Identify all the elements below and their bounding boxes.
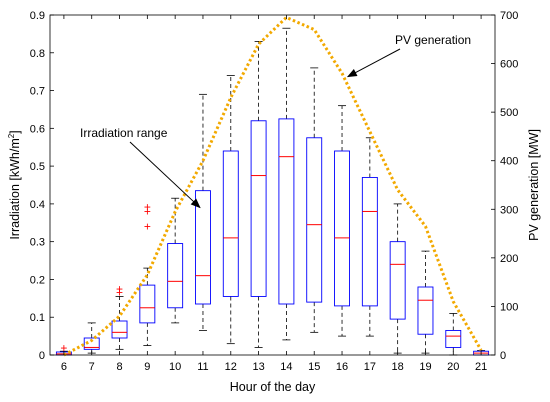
y-left-tick-label: 0.3 [30, 237, 45, 249]
box-hour-14 [278, 27, 295, 341]
box-iqr [389, 241, 406, 320]
annotation-pv-generation: PV generation [395, 33, 471, 47]
x-tick-label: 19 [419, 361, 431, 373]
box-hour-18 [389, 203, 406, 354]
x-tick-label: 13 [252, 361, 264, 373]
box-iqr [139, 284, 156, 324]
y-right-tick-label: 600 [500, 59, 518, 71]
y-left-tick-label: 0.4 [30, 199, 45, 211]
y-right-tick-label: 700 [500, 10, 518, 22]
box-iqr [361, 176, 378, 307]
box-iqr [167, 243, 184, 309]
y-left-tick-label: 0.9 [30, 10, 45, 22]
x-tick-label: 16 [336, 361, 348, 373]
x-tick-label: 6 [61, 361, 67, 373]
annotation-arrow-pv [346, 48, 401, 78]
y-axis-left-label: Irradiation [kWh/m2] [7, 130, 22, 239]
annotations-layer: PV generation Irradiation range [80, 33, 471, 209]
box-hour-17 [361, 137, 378, 337]
box-hour-12 [222, 75, 239, 345]
annotation-arrow-irradiation [129, 141, 201, 209]
ticks-layer: 6 7 8 9 10 11 12 13 14 15 16 17 18 19 20 21 0 0.1 0.2 0.3 0.… [30, 10, 519, 373]
y-left-tick-label: 0.1 [30, 312, 45, 324]
x-tick-label: 9 [144, 361, 150, 373]
box-iqr [195, 190, 211, 305]
y-left-tick-label: 0.5 [30, 161, 45, 173]
x-tick-label: 17 [364, 361, 376, 373]
y-left-label-superscript: 2 [7, 133, 16, 138]
outlier-marker: + [144, 204, 151, 218]
plot-frame [49, 14, 496, 356]
x-tick-label: 10 [169, 361, 181, 373]
pv-generation-line [63, 15, 483, 357]
x-tick-label: 14 [280, 361, 292, 373]
annotation-irradiation-range: Irradiation range [80, 126, 168, 140]
box-hour-20 [445, 313, 462, 356]
y-left-label-suffix: ] [8, 130, 22, 133]
y-left-tick-label: 0.6 [30, 123, 45, 135]
box-iqr [278, 118, 295, 305]
box-hour-19 [417, 250, 434, 354]
outlier-marker: + [116, 282, 123, 296]
box-hour-9 [139, 267, 156, 346]
box-iqr [417, 286, 434, 335]
outlier-marker: + [144, 200, 151, 214]
boxplot-layer [55, 27, 490, 356]
x-tick-label: 7 [89, 361, 95, 373]
x-tick-label: 18 [392, 361, 404, 373]
y-left-tick-label: 0.7 [30, 86, 45, 98]
box-hour-7 [83, 322, 100, 354]
box-iqr [222, 150, 239, 297]
y-right-tick-label: 300 [500, 204, 518, 216]
y-axis-right-label: PV generation [MW] [527, 129, 541, 241]
box-iqr [111, 320, 128, 339]
x-tick-label: 12 [225, 361, 237, 373]
box-iqr [334, 150, 350, 307]
box-hour-11 [195, 93, 211, 331]
box-hour-8 [111, 296, 128, 350]
x-tick-label: 21 [475, 361, 487, 373]
x-tick-label: 15 [308, 361, 320, 373]
x-tick-label: 8 [116, 361, 122, 373]
y-right-tick-label: 200 [500, 253, 518, 265]
x-tick-label: 11 [197, 361, 208, 373]
outlier-marker: + [116, 286, 123, 300]
box-iqr [83, 337, 100, 350]
box-hour-10 [167, 197, 184, 324]
box-hour-13 [250, 41, 267, 348]
outlier-marker: + [144, 220, 151, 234]
x-tick-label: 20 [447, 361, 459, 373]
box-iqr [250, 120, 267, 297]
y-right-tick-label: 500 [500, 107, 518, 119]
outlier-marker: + [60, 341, 67, 355]
box-iqr [445, 329, 462, 348]
y-right-tick-label: 100 [500, 301, 518, 313]
y-left-tick-label: 0.8 [30, 48, 45, 60]
y-left-tick-label: 0.2 [30, 274, 45, 286]
outliers-layer: ++++++ [60, 200, 150, 355]
box-hour-15 [306, 67, 323, 333]
box-iqr [306, 137, 323, 303]
y-left-label-prefix: Irradiation [kWh/m [8, 138, 22, 239]
y-left-tick-label: 0 [39, 350, 45, 362]
box-hour-16 [334, 105, 350, 337]
x-axis-label: Hour of the day [230, 380, 316, 394]
y-right-tick-label: 0 [500, 350, 506, 362]
y-right-tick-label: 400 [500, 156, 518, 168]
